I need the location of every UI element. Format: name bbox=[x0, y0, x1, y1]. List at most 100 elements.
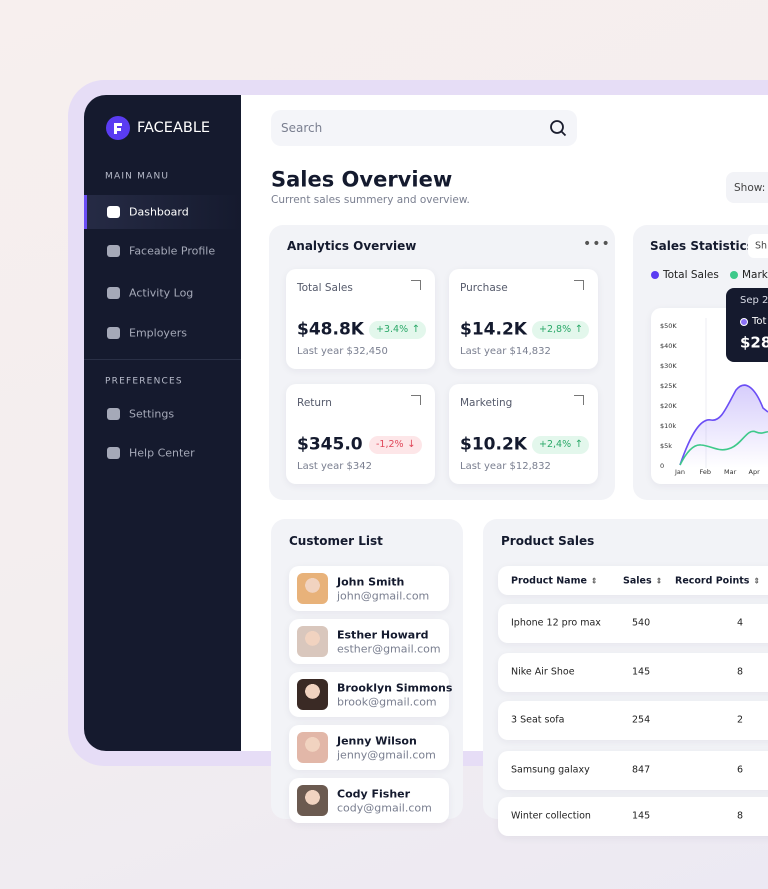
sort-icon[interactable]: ⇕ bbox=[655, 576, 663, 586]
table-cell: 8 bbox=[737, 666, 744, 678]
chart-lines bbox=[679, 318, 768, 468]
avatar bbox=[297, 626, 328, 657]
table-header bbox=[498, 566, 768, 595]
stat-last: Last year $342 bbox=[297, 461, 372, 472]
nav-icon[interactable] bbox=[107, 245, 120, 257]
tooltip-date: Sep 2 bbox=[740, 295, 768, 306]
avatar bbox=[297, 732, 328, 763]
stat-card bbox=[449, 269, 598, 369]
table-row[interactable] bbox=[498, 701, 768, 740]
nav-item[interactable]: Settings bbox=[129, 407, 175, 421]
search-icon[interactable] bbox=[549, 119, 567, 137]
search-placeholder[interactable]: Search bbox=[281, 121, 323, 135]
more-menu[interactable]: ••• bbox=[583, 236, 611, 252]
y-label: $5k bbox=[660, 441, 673, 450]
stat-card bbox=[286, 384, 435, 484]
x-label: Apr bbox=[748, 467, 760, 476]
customer-email: brook@gmail.com bbox=[337, 695, 437, 709]
table-cell: Nike Air Shoe bbox=[511, 666, 575, 678]
nav-item[interactable]: Help Center bbox=[129, 446, 195, 460]
expand-icon[interactable] bbox=[411, 395, 421, 405]
nav-icon[interactable] bbox=[107, 206, 120, 218]
stat-last: Last year $32,450 bbox=[297, 346, 388, 357]
stat-label: Marketing bbox=[460, 396, 513, 409]
nav-icon[interactable] bbox=[107, 287, 120, 299]
nav-icon[interactable] bbox=[107, 408, 120, 420]
customer-email: esther@gmail.com bbox=[337, 642, 441, 656]
table-row[interactable] bbox=[498, 797, 768, 836]
stat-change: -1,2% ↓ bbox=[369, 436, 422, 454]
expand-icon[interactable] bbox=[574, 395, 584, 405]
y-label: $10k bbox=[660, 421, 677, 430]
statistics-filter[interactable]: Sh bbox=[748, 234, 768, 258]
column-header[interactable]: Product Name ⇕ bbox=[511, 575, 598, 587]
show-filter-text[interactable]: Show: T bbox=[734, 181, 768, 194]
table-cell: Samsung galaxy bbox=[511, 764, 590, 776]
statistics-filter-text[interactable]: Sh bbox=[755, 240, 768, 252]
divider bbox=[84, 359, 241, 360]
expand-icon[interactable] bbox=[574, 280, 584, 290]
stat-value: $48.8K bbox=[297, 319, 364, 340]
customer-name: Jenny Wilson bbox=[337, 734, 417, 748]
x-label: Mar bbox=[724, 467, 737, 476]
active-marker bbox=[84, 195, 87, 229]
x-label: Feb bbox=[699, 467, 712, 476]
x-label: Jan bbox=[675, 467, 686, 476]
legend-label: Marke bbox=[742, 268, 768, 281]
panel-title: Sales Statistics bbox=[650, 239, 754, 253]
stat-label: Total Sales bbox=[297, 281, 353, 294]
brand-name: FACEABLE bbox=[137, 119, 211, 136]
customer-email: jenny@gmail.com bbox=[337, 748, 436, 762]
section-title: PREFERENCES bbox=[105, 376, 183, 387]
panel-title: Analytics Overview bbox=[287, 239, 417, 253]
table-cell: 540 bbox=[632, 617, 651, 629]
y-label: $30K bbox=[660, 361, 677, 370]
nav-icon[interactable] bbox=[107, 447, 120, 459]
y-label: $25K bbox=[660, 381, 677, 390]
nav-icon[interactable] bbox=[107, 327, 120, 339]
customer-name: John Smith bbox=[337, 575, 405, 589]
nav-item[interactable]: Dashboard bbox=[129, 205, 189, 219]
table-row[interactable] bbox=[498, 653, 768, 692]
nav-item[interactable]: Faceable Profile bbox=[129, 244, 216, 258]
sidebar bbox=[84, 95, 241, 751]
table-cell: 847 bbox=[632, 764, 651, 776]
legend-dot bbox=[651, 271, 659, 279]
trend-arrow: ↑ bbox=[411, 324, 421, 335]
nav-item[interactable]: Employers bbox=[129, 326, 187, 340]
y-label: $20K bbox=[660, 401, 677, 410]
stat-label: Purchase bbox=[460, 281, 508, 294]
stat-change: +2,8% ↑ bbox=[532, 321, 590, 339]
table-cell: 8 bbox=[737, 810, 744, 822]
stat-last: Last year $14,832 bbox=[460, 346, 551, 357]
trend-arrow: ↑ bbox=[574, 324, 584, 335]
expand-icon[interactable] bbox=[411, 280, 421, 290]
table-cell: 4 bbox=[737, 617, 744, 629]
nav-item[interactable]: Activity Log bbox=[129, 286, 194, 300]
search-box[interactable] bbox=[271, 110, 577, 146]
sort-icon[interactable]: ⇕ bbox=[590, 576, 598, 586]
column-header[interactable]: Sales ⇕ bbox=[623, 575, 663, 587]
table-row[interactable] bbox=[498, 751, 768, 790]
y-label: $50K bbox=[660, 321, 677, 330]
tooltip-series: Tot bbox=[752, 316, 767, 327]
stat-change: +2,4% ↑ bbox=[532, 436, 590, 454]
avatar bbox=[297, 573, 328, 604]
stat-label: Return bbox=[297, 396, 332, 409]
table-row[interactable] bbox=[498, 604, 768, 643]
column-header[interactable]: Record Points ⇕ bbox=[675, 575, 761, 587]
page-title: Sales Overview bbox=[271, 167, 453, 192]
stat-value: $10.2K bbox=[460, 434, 527, 455]
table-cell: 254 bbox=[632, 714, 651, 726]
sort-icon[interactable]: ⇕ bbox=[753, 576, 761, 586]
stat-last: Last year $12,832 bbox=[460, 461, 551, 472]
customer-name: Brooklyn Simmons bbox=[337, 681, 453, 695]
customer-panel bbox=[271, 519, 463, 819]
show-filter[interactable]: Show: T bbox=[726, 172, 768, 203]
customer-name: Cody Fisher bbox=[337, 787, 411, 801]
customer-email: john@gmail.com bbox=[337, 589, 430, 603]
y-label: 0 bbox=[660, 461, 665, 470]
trend-arrow: ↓ bbox=[407, 439, 416, 450]
